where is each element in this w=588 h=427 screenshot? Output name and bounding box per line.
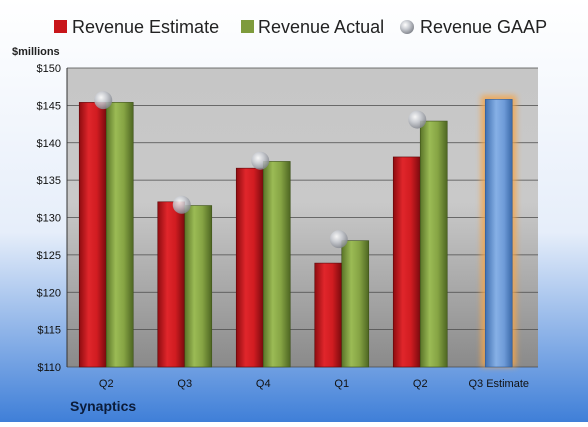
y-tick-label: $135 [37,175,61,187]
gaap-marker [329,230,348,249]
bar-revenue-actual [341,240,370,368]
gaap-marker [251,151,270,170]
x-tick-label: Q1 [334,378,349,390]
y-tick-label: $115 [37,325,61,337]
legend-label-actual: Revenue Actual [258,17,384,37]
legend-swatch-actual [241,20,254,33]
x-tick-label: Q4 [256,378,271,390]
bar-revenue-actual [184,205,213,368]
bar-revenue-estimate [392,156,421,368]
company-name: Synaptics [70,398,136,414]
gaap-markers [94,91,427,249]
y-tick-label: $125 [37,250,61,262]
x-tick-label: Q3 Estimate [468,378,529,390]
y-tick-label: $150 [37,63,61,75]
x-tick-label: Q2 [99,378,114,390]
bar-estimate-future [484,99,513,368]
gaap-marker [408,110,427,129]
legend-label-estimate: Revenue Estimate [72,17,219,37]
bar-revenue-estimate [78,102,107,368]
x-tick-labels: Q2 Q3 Q4 Q1 Q2 Q3 Estimate [99,378,529,390]
y-tick-labels: $110 $115 $120 $125 $130 $135 $140 $145 $150 [37,63,61,374]
legend: Revenue Estimate Revenue Actual Revenue … [54,17,547,37]
y-axis-label: $millions [12,46,60,58]
legend-swatch-gaap [400,20,414,34]
bar-revenue-actual [419,120,448,368]
y-tick-label: $145 [37,100,61,112]
y-tick-label: $110 [37,362,61,374]
legend-label-gaap: Revenue GAAP [420,17,547,37]
gaap-marker [94,91,113,110]
bar-revenue-estimate [314,262,343,368]
gaap-marker [172,195,191,214]
y-tick-label: $140 [37,138,61,150]
bar-revenue-estimate [157,201,186,368]
gridlines [66,67,538,368]
y-tick-label: $130 [37,213,61,225]
legend-swatch-estimate [54,20,67,33]
y-tick-label: $120 [37,287,61,299]
x-tick-label: Q2 [413,378,428,390]
x-tick-label: Q3 [177,378,192,390]
bar-revenue-actual [262,161,291,368]
bar-revenue-actual [105,102,134,368]
bar-revenue-estimate [235,167,264,368]
bars [78,95,517,368]
